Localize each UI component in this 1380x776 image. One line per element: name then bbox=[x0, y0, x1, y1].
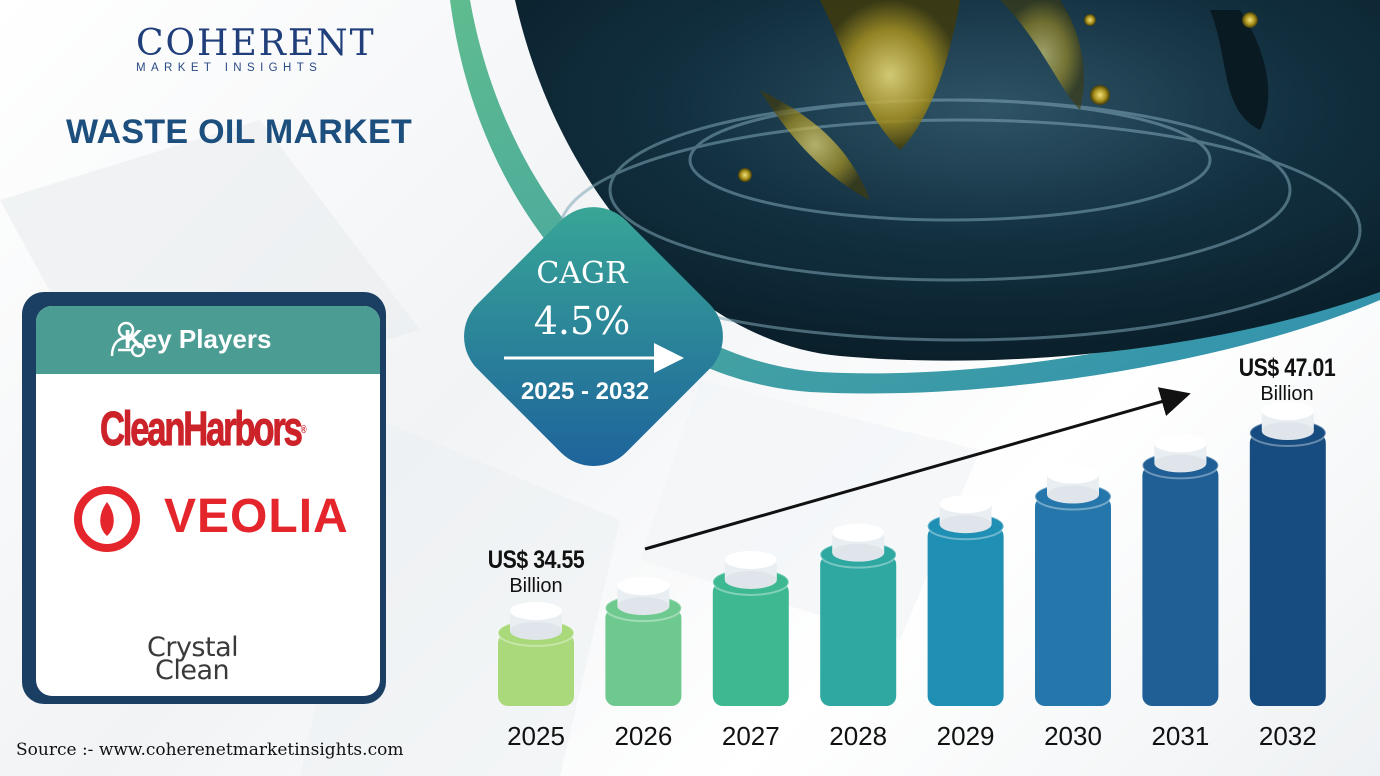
bar-cap-base-2028 bbox=[832, 543, 885, 562]
x-tick-2029: 2029 bbox=[937, 721, 995, 751]
bar-cap-base-2031 bbox=[1154, 454, 1207, 473]
veolia-symbol-icon bbox=[74, 486, 140, 552]
crystal-clean-wordmark: Crystal Clean bbox=[147, 632, 239, 686]
x-tick-2030: 2030 bbox=[1044, 721, 1102, 751]
bar-body-2026 bbox=[605, 608, 682, 706]
bar-body-2032 bbox=[1249, 433, 1326, 706]
bar-2027: 2027 bbox=[711, 550, 790, 751]
bar-cap-base-2027 bbox=[724, 570, 777, 589]
bar-cap-top-2032 bbox=[1261, 402, 1314, 420]
bar-2028: 2028 bbox=[819, 523, 898, 751]
bar-cap-base-2025 bbox=[510, 621, 562, 640]
oil-splash-image bbox=[515, 0, 1380, 361]
start-value: US$ 34.55 bbox=[487, 546, 585, 574]
x-tick-2031: 2031 bbox=[1151, 721, 1209, 751]
start-unit: Billion bbox=[509, 575, 563, 597]
clean-word: Clean bbox=[155, 655, 230, 686]
bar-cap-base-2029 bbox=[939, 515, 992, 534]
cagr-value: 4.5% bbox=[533, 299, 631, 343]
bar-body-2028 bbox=[820, 554, 897, 706]
bar-2026: 2026 bbox=[604, 577, 683, 751]
bar-2030: 2030 bbox=[1034, 465, 1112, 751]
bar-cap-base-2030 bbox=[1047, 485, 1099, 504]
bar-body-2030 bbox=[1035, 496, 1111, 706]
bar-body-2027 bbox=[712, 581, 789, 706]
bar-cap-top-2028 bbox=[832, 523, 885, 542]
key-players-header: Key Players bbox=[36, 306, 380, 374]
bar-2025: 2025 bbox=[497, 601, 575, 751]
bar-cap-top-2027 bbox=[724, 550, 777, 569]
logo-tagline: MARKET INSIGHTS bbox=[136, 62, 323, 74]
key-person-icon bbox=[110, 321, 146, 358]
bar-2031: 2031 bbox=[1141, 434, 1220, 751]
bar-body-2029 bbox=[927, 526, 1004, 706]
key-players-panel: Key Players bbox=[36, 306, 380, 696]
end-unit: Billion bbox=[1260, 383, 1314, 405]
bar-chart: 2025 2026 2027 2028 2029 2030 2031 2032 bbox=[497, 402, 1327, 751]
x-tick-2026: 2026 bbox=[614, 721, 672, 751]
x-tick-2028: 2028 bbox=[829, 721, 887, 751]
end-value-label: US$ 47.01 Billion bbox=[1217, 354, 1357, 406]
bar-cap-base-2026 bbox=[617, 597, 670, 616]
cagr-diamond bbox=[464, 207, 723, 466]
source-note: Source :- www.coherenetmarketinsights.co… bbox=[16, 740, 404, 760]
x-tick-2025: 2025 bbox=[507, 721, 565, 751]
page-title: WASTE OIL MARKET bbox=[66, 113, 413, 151]
bar-cap-top-2030 bbox=[1047, 465, 1099, 484]
coherent-logo: COHERENT MARKET INSIGHTS bbox=[136, 23, 376, 75]
key-players-title: Key Players bbox=[124, 324, 272, 354]
x-tick-2027: 2027 bbox=[722, 721, 780, 751]
bar-body-2031 bbox=[1142, 465, 1219, 706]
veolia-logo: VEOLIA bbox=[164, 490, 349, 543]
cagr-period: 2025 - 2032 bbox=[520, 378, 650, 405]
crystal-word: Crystal bbox=[147, 632, 239, 663]
bar-cap-top-2026 bbox=[617, 577, 670, 596]
bar-body-2025 bbox=[498, 632, 574, 706]
bar-cap-top-2029 bbox=[939, 495, 992, 514]
clean-harbors-name: CleanHarbors bbox=[100, 403, 304, 457]
start-value-label: US$ 34.55 Billion bbox=[466, 546, 606, 598]
end-value: US$ 47.01 bbox=[1238, 354, 1336, 382]
bar-cap-top-2025 bbox=[510, 601, 562, 620]
clean-harbors-logo: CleanHarbors® bbox=[100, 403, 307, 457]
bar-cap-base-2032 bbox=[1261, 422, 1314, 440]
x-tick-2032: 2032 bbox=[1259, 721, 1317, 751]
trend-arrow bbox=[644, 387, 1191, 551]
bar-2032: 2032 bbox=[1248, 402, 1327, 751]
logo-wordmark: COHERENT bbox=[136, 23, 376, 64]
bar-cap-top-2031 bbox=[1154, 434, 1207, 453]
cagr-label: CAGR bbox=[536, 256, 628, 291]
bar-2029: 2029 bbox=[926, 495, 1005, 751]
